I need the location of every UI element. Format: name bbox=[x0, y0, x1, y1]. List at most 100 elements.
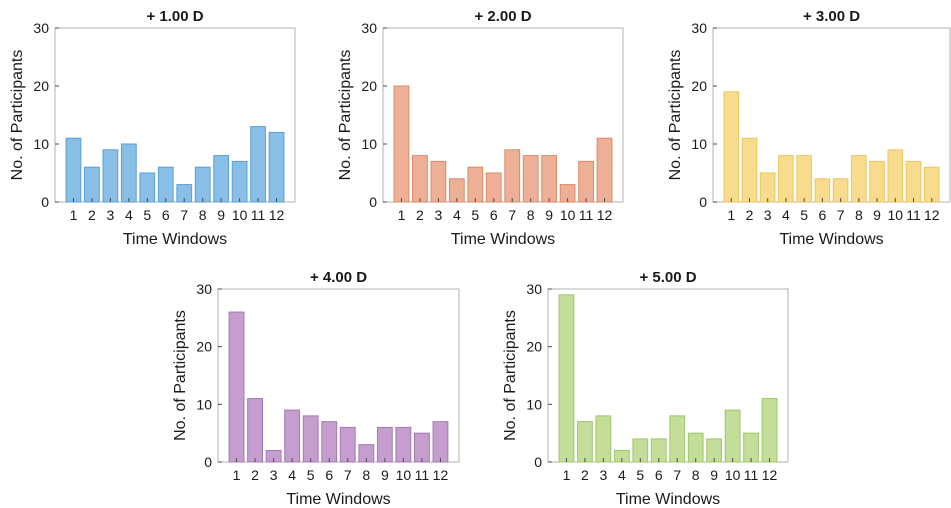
bar bbox=[432, 421, 449, 463]
bar bbox=[724, 409, 741, 463]
x-tick-label: 1 bbox=[727, 207, 735, 223]
x-tick-label: 8 bbox=[199, 207, 207, 223]
x-tick-label: 4 bbox=[782, 207, 790, 223]
x-tick-label: 8 bbox=[692, 467, 700, 483]
bar bbox=[231, 160, 248, 203]
bar bbox=[759, 172, 776, 203]
x-tick-label: 1 bbox=[233, 467, 241, 483]
y-tick-label: 10 bbox=[526, 396, 542, 412]
y-tick-label: 0 bbox=[41, 194, 49, 210]
x-tick-label: 12 bbox=[762, 467, 778, 483]
x-tick-label: 9 bbox=[381, 467, 389, 483]
x-tick-label: 5 bbox=[800, 207, 808, 223]
x-tick-label: 8 bbox=[527, 207, 535, 223]
bar bbox=[743, 432, 759, 463]
x-tick-label: 3 bbox=[434, 207, 442, 223]
bar bbox=[250, 126, 266, 203]
y-tick-label: 0 bbox=[699, 194, 707, 210]
x-tick-label: 10 bbox=[396, 467, 412, 483]
bar bbox=[504, 149, 521, 203]
y-axis-label: No. of Participants bbox=[172, 310, 189, 441]
bar bbox=[139, 172, 156, 203]
x-tick-label: 2 bbox=[416, 207, 424, 223]
bar bbox=[157, 166, 174, 203]
bar bbox=[339, 426, 356, 463]
bar bbox=[595, 415, 612, 463]
bar bbox=[213, 155, 230, 203]
x-tick-label: 12 bbox=[924, 207, 940, 223]
bar bbox=[577, 421, 593, 463]
x-tick-label: 9 bbox=[873, 207, 881, 223]
x-tick-label: 10 bbox=[232, 207, 248, 223]
x-tick-label: 11 bbox=[579, 207, 594, 223]
bar bbox=[741, 137, 758, 203]
x-tick-label: 11 bbox=[906, 207, 921, 223]
bar bbox=[467, 166, 484, 203]
x-tick-label: 2 bbox=[251, 467, 259, 483]
chart-title: + 4.00 D bbox=[310, 269, 367, 286]
x-tick-label: 4 bbox=[453, 207, 461, 223]
x-tick-label: 11 bbox=[415, 467, 430, 483]
bar bbox=[778, 155, 794, 203]
x-tick-label: 7 bbox=[837, 207, 845, 223]
y-tick-label: 10 bbox=[196, 396, 212, 412]
chart-title: + 2.00 D bbox=[474, 8, 531, 25]
x-tick-label: 8 bbox=[362, 467, 370, 483]
y-tick-label: 30 bbox=[691, 20, 707, 36]
bar bbox=[558, 294, 575, 463]
x-tick-label: 12 bbox=[269, 207, 285, 223]
x-tick-label: 4 bbox=[125, 207, 133, 223]
y-tick-label: 10 bbox=[691, 136, 707, 152]
x-tick-label: 1 bbox=[70, 207, 78, 223]
x-tick-label: 11 bbox=[744, 467, 759, 483]
chart-title: + 3.00 D bbox=[803, 8, 860, 25]
plot-area-frame bbox=[382, 27, 624, 203]
y-tick-label: 30 bbox=[361, 20, 377, 36]
x-tick-label: 12 bbox=[597, 207, 613, 223]
x-tick-label: 3 bbox=[106, 207, 114, 223]
y-tick-label: 10 bbox=[361, 136, 377, 152]
y-tick-label: 20 bbox=[526, 339, 542, 355]
x-tick-label: 2 bbox=[88, 207, 96, 223]
bar bbox=[687, 432, 704, 463]
bar bbox=[268, 131, 285, 203]
x-tick-label: 3 bbox=[599, 467, 607, 483]
x-tick-label: 5 bbox=[143, 207, 151, 223]
x-tick-label: 1 bbox=[398, 207, 406, 223]
x-tick-label: 10 bbox=[725, 467, 741, 483]
bar bbox=[84, 166, 100, 203]
bar bbox=[321, 421, 338, 463]
x-tick-label: 7 bbox=[673, 467, 681, 483]
bar bbox=[414, 432, 430, 463]
x-axis-label: Time Windows bbox=[451, 231, 555, 248]
bar bbox=[228, 311, 245, 463]
x-tick-label: 12 bbox=[433, 467, 449, 483]
x-axis-label: Time Windows bbox=[286, 491, 390, 508]
x-tick-label: 5 bbox=[471, 207, 479, 223]
plot-area-frame bbox=[547, 288, 789, 463]
bar bbox=[302, 415, 319, 463]
y-tick-label: 20 bbox=[691, 78, 707, 94]
x-tick-label: 3 bbox=[764, 207, 772, 223]
y-tick-label: 30 bbox=[196, 281, 212, 297]
x-tick-label: 6 bbox=[655, 467, 663, 483]
bar bbox=[247, 398, 263, 463]
y-axis-label: No. of Participants bbox=[667, 50, 684, 181]
x-tick-label: 7 bbox=[508, 207, 516, 223]
x-tick-label: 11 bbox=[251, 207, 266, 223]
bar bbox=[485, 172, 502, 203]
bar bbox=[923, 166, 940, 203]
plot-area-frame bbox=[54, 27, 296, 203]
x-tick-label: 6 bbox=[325, 467, 333, 483]
y-tick-label: 0 bbox=[534, 454, 542, 470]
y-tick-label: 0 bbox=[369, 194, 377, 210]
chart-title: + 1.00 D bbox=[146, 8, 203, 25]
bar bbox=[796, 155, 812, 203]
plot-area-frame bbox=[217, 288, 460, 463]
x-tick-label: 6 bbox=[162, 207, 170, 223]
